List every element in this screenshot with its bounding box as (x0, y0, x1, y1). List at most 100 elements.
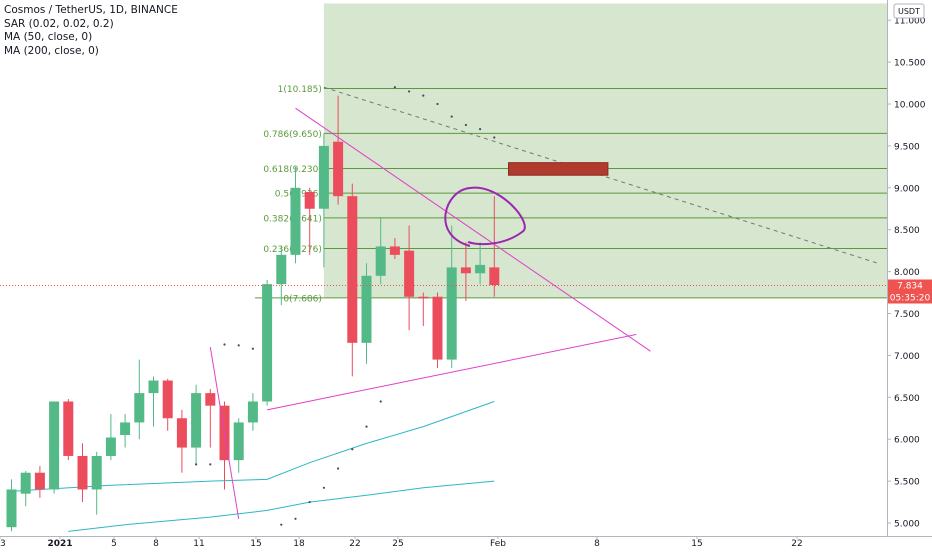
candle-down[interactable] (162, 380, 173, 419)
price-tick-label: 9.000 (894, 184, 920, 194)
sar-dot (223, 343, 226, 346)
candle-down[interactable] (432, 296, 443, 360)
price-tick-label: 5.500 (894, 478, 920, 488)
fib-level-label: 0.618(9.230) (263, 165, 322, 175)
candle-down[interactable] (77, 455, 88, 490)
sar-dot (450, 115, 453, 118)
price-tick-label: 5.000 (894, 520, 920, 530)
candle-up[interactable] (446, 267, 457, 360)
ma200-indicator-label[interactable]: MA (200, close, 0) (4, 44, 99, 57)
time-tick-label: 3 (0, 539, 6, 549)
candle-up[interactable] (262, 284, 273, 402)
price-tick-label: 6.500 (894, 394, 920, 404)
sar-dot (422, 94, 425, 97)
last-price-value: 7.834 (897, 282, 923, 292)
candle-up[interactable] (290, 187, 301, 255)
price-tick-label: 6.000 (894, 436, 920, 446)
time-tick-label: 22 (791, 539, 802, 549)
sar-dot (237, 344, 240, 347)
price-tick-label: 11.000 (894, 17, 926, 27)
candle-up[interactable] (120, 422, 131, 436)
candle-down[interactable] (404, 250, 415, 297)
price-tick-label: 10.500 (894, 59, 926, 69)
price-tick-label: 7.500 (894, 310, 920, 320)
bar-countdown: 05:35:20 (890, 294, 931, 304)
time-tick-label: 15 (250, 539, 261, 549)
sar-dot (493, 136, 496, 139)
last-price-tag (888, 279, 932, 304)
candle-up[interactable] (6, 489, 17, 528)
price-tick-label: 8.500 (894, 226, 920, 236)
price-tick-label: 10.000 (894, 101, 926, 111)
candle-down[interactable] (205, 393, 216, 406)
currency-badge[interactable] (893, 3, 925, 19)
hand-drawn-circle[interactable] (444, 186, 526, 247)
price-tick-label: 9.500 (894, 142, 920, 152)
currency-badge-label: USDT (898, 7, 920, 16)
candle-down[interactable] (347, 196, 358, 343)
sar-dot (351, 448, 354, 451)
time-tick-label: 15 (691, 539, 702, 549)
candle-down[interactable] (389, 246, 400, 255)
candle-up[interactable] (20, 472, 31, 494)
time-tick-label: 8 (153, 539, 159, 549)
sar-dot (365, 425, 368, 428)
ascending-trendline[interactable] (266, 333, 637, 411)
sar-dot (195, 463, 198, 466)
descending-trendline[interactable] (295, 107, 651, 352)
sar-indicator-label[interactable]: SAR (0.02, 0.02, 0.2) (4, 17, 114, 30)
candle-up[interactable] (375, 246, 386, 276)
sar-dot (337, 467, 340, 470)
candle-down[interactable] (34, 472, 45, 490)
sar-dot (436, 102, 439, 106)
ma50-line[interactable] (11, 401, 495, 492)
sar-dot (393, 86, 396, 89)
candle-up[interactable] (233, 422, 244, 461)
price-tick-label: 8.000 (894, 268, 920, 278)
candle-down[interactable] (63, 401, 74, 456)
candle-up[interactable] (49, 401, 60, 490)
fib-level-label: 1(10.185) (278, 85, 322, 95)
sar-dot (251, 347, 254, 350)
candle-down[interactable] (333, 141, 344, 197)
price-tick-label: 7.000 (894, 352, 920, 362)
ma200-line[interactable] (68, 480, 495, 532)
candle-down[interactable] (489, 267, 500, 286)
time-tick-label: 18 (293, 539, 305, 549)
time-tick-label: 11 (193, 539, 204, 549)
time-tick-label: 5 (111, 539, 117, 549)
time-tick-label: 22 (349, 539, 360, 549)
sar-dot (209, 463, 212, 466)
ma50-indicator-label[interactable]: MA (50, close, 0) (4, 31, 93, 43)
sar-dot (379, 400, 382, 403)
time-tick-label: 25 (392, 539, 403, 549)
sar-dot (308, 500, 311, 504)
candle-up[interactable] (91, 455, 102, 490)
symbol-title[interactable]: Cosmos / TetherUS, 1D, BINANCE (4, 4, 178, 16)
spike-trendline[interactable] (209, 346, 240, 519)
candle-up[interactable] (247, 401, 258, 423)
fib-level-label: 0.786(9.650) (263, 130, 322, 140)
target-box[interactable] (508, 162, 609, 176)
candle-up[interactable] (191, 393, 202, 448)
candle-down[interactable] (418, 296, 429, 299)
indicator-legend: Cosmos / TetherUS, 1D, BINANCE SAR (0.02… (4, 4, 178, 58)
time-tick-label: 8 (594, 539, 600, 549)
candle-up[interactable] (318, 145, 329, 209)
candle-up[interactable] (148, 380, 159, 394)
candle-down[interactable] (304, 191, 315, 209)
sar-dot (479, 128, 482, 131)
candle-up[interactable] (361, 275, 372, 343)
candle-down[interactable] (460, 267, 471, 274)
fib-level-label: 0(7.686) (283, 294, 322, 304)
candle-down[interactable] (176, 418, 187, 448)
candle-up[interactable] (276, 254, 287, 285)
sar-dot (280, 523, 283, 526)
time-tick-label: Feb (490, 539, 506, 549)
candle-up[interactable] (475, 264, 486, 274)
sar-dot (294, 517, 297, 520)
candle-up[interactable] (105, 437, 116, 456)
candle-up[interactable] (134, 393, 145, 423)
